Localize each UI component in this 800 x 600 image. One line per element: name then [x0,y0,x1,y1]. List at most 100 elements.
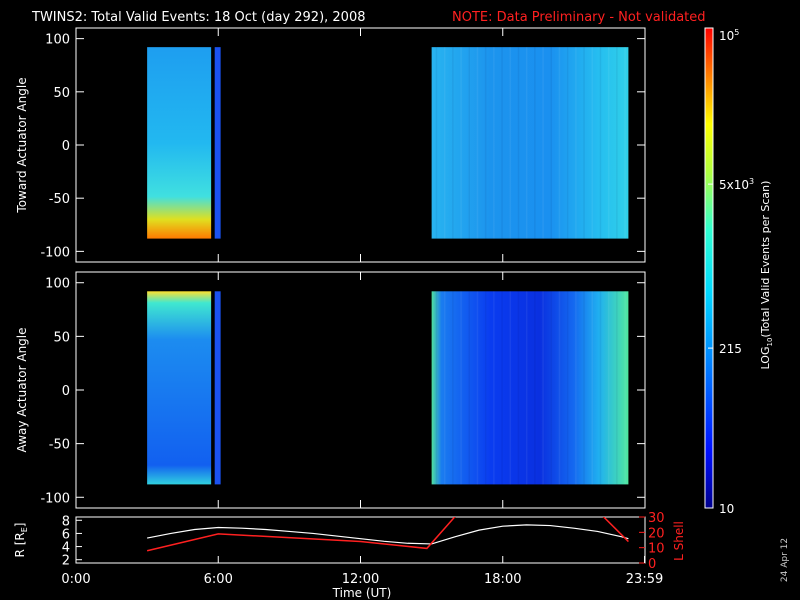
away-streak [452,291,454,485]
toward-streak [591,47,594,239]
toward-streak [443,47,446,239]
away-data-blocks [147,291,629,485]
away-y-ticks: -100 -50 0 50 100 [40,272,646,508]
lshell-tick-label: 20 [648,526,665,541]
toward-streak [583,47,585,239]
toward-streak [476,47,479,239]
orbit-plot-frame [75,516,646,564]
toward-ytick-label: 0 [62,139,70,154]
away-data-block [147,291,212,485]
away-streak [468,291,471,485]
away-streak [566,291,569,485]
toward-data-block [147,47,212,239]
time-tick-label: 12:00 [342,572,379,587]
toward-streak [468,47,471,239]
away-streak [558,291,561,485]
away-streak [624,291,626,485]
lshell-tick-label: 30 [648,511,665,526]
away-ytick-label: 100 [45,277,70,292]
toward-streak [558,47,561,239]
data-note: NOTE: Data Preliminary - Not validated [452,10,706,25]
away-ytick-label: -100 [40,491,70,506]
toward-data-block [214,47,221,239]
colorbar: 10 215 5x103 105 LOG10(Total Valid Events p… [704,27,774,516]
toward-streak [550,47,553,239]
toward-streak [534,47,536,239]
away-y-label: Away Actuator Angle [15,327,29,452]
away-streak [443,291,446,485]
away-streak [493,291,495,485]
toward-data-block [431,47,629,239]
toward-streak [460,47,462,239]
away-streak [525,291,528,485]
lshell-tick-label: 0 [648,557,656,572]
time-axis-label: Time (UT) [332,586,392,600]
radius-axis-label: R [RE] [13,523,29,558]
toward-streak [484,47,487,239]
radius-tick-label: 6 [62,527,70,542]
time-tick-label: 18:00 [484,572,521,587]
toward-y-ticks: -100 -50 0 50 100 [40,28,646,262]
away-streak [501,291,503,485]
chart-title: TWINS2: Total Valid Events: 18 Oct (day … [31,10,366,25]
away-streak [599,291,602,485]
toward-streak [517,47,520,239]
toward-ytick-label: 50 [53,86,70,101]
away-streak [583,291,585,485]
toward-streak [493,47,495,239]
away-streak [575,291,577,485]
colorbar-tick-label: 5x103 [719,177,754,192]
date-stamp: 24 Apr 12 [780,538,790,582]
toward-streak [566,47,569,239]
away-streak [542,291,544,485]
orbit-lines [146,517,629,552]
toward-ytick-label: -50 [49,192,70,207]
away-ytick-label: -50 [49,438,70,453]
away-streak [484,291,487,485]
toward-streak [624,47,626,239]
colorbar-tick-label: 105 [719,28,739,43]
away-streak [616,291,618,485]
lshell-series-line [146,517,456,552]
away-streak [534,291,536,485]
toward-streak [599,47,602,239]
lshell-axis-label: L Shell [672,521,686,561]
radius-tick-label: 4 [62,541,70,556]
toward-streak [575,47,577,239]
away-panel: -100 -50 0 50 100 Away Actuator Angle [15,271,646,509]
away-data-block [214,291,221,485]
away-streak [550,291,553,485]
radius-tick-label: 2 [62,554,70,569]
toward-streak [616,47,618,239]
toward-streak [542,47,544,239]
away-streak [460,291,462,485]
toward-streak [509,47,512,239]
colorbar-ticks: 10 215 5x103 105 [708,27,754,516]
away-streak [435,291,438,485]
toward-ytick-label: 100 [45,33,70,48]
away-data-block [431,291,629,485]
away-streak [509,291,512,485]
toward-data-blocks [147,47,629,239]
away-streak [517,291,520,485]
colorbar-tick-label: 215 [719,342,742,356]
toward-streak [435,47,438,239]
colorbar-label: LOG10(Total Valid Events per Scan) [759,181,774,370]
away-ytick-label: 0 [62,384,70,399]
toward-y-label: Toward Actuator Angle [15,77,29,213]
toward-streak [525,47,528,239]
time-tick-label: 0:00 [61,572,90,587]
toward-streak [607,47,610,239]
colorbar-scale [704,27,714,509]
toward-panel: -100 -50 0 50 100 Toward Actuator Angle [15,27,646,263]
radius-series-line [147,524,629,545]
lshell-tick-label: 10 [648,542,665,557]
time-tick-label: 6:00 [204,572,233,587]
away-streak [591,291,594,485]
time-axis-ticks: 0:00 6:00 12:00 18:00 23:59 [61,556,663,587]
away-streak [476,291,479,485]
